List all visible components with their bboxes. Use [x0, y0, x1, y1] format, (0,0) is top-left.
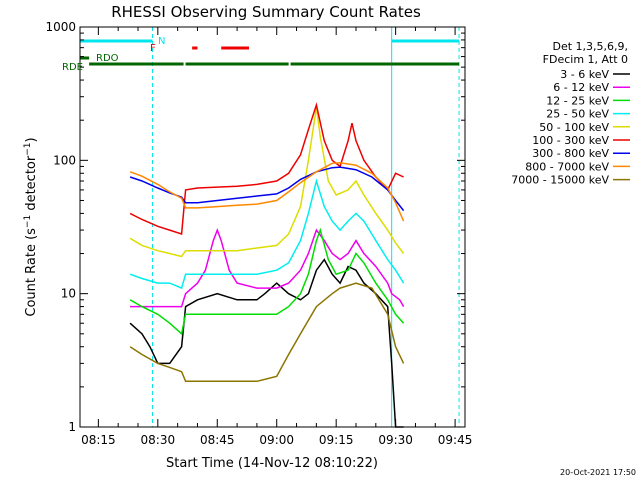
y-tick-label-1: 1	[68, 420, 76, 434]
series-line-2	[129, 227, 405, 336]
series-line-1	[130, 227, 405, 308]
n-label: N	[158, 36, 165, 47]
series-line-7	[129, 161, 405, 222]
series-lines	[129, 102, 405, 428]
y-axis-ticks: 1 10 100 1000	[45, 20, 465, 434]
legend-label-7: 800 - 7000 keV	[525, 160, 609, 173]
series-line-0	[129, 258, 404, 428]
legend-label-6: 300 - 800 keV	[532, 147, 609, 160]
series-line-4	[129, 107, 405, 258]
rde-label: RDE	[62, 62, 83, 73]
legend-label-5: 100 - 300 keV	[532, 134, 609, 147]
y-tick-label-1000: 1000	[45, 20, 76, 34]
series-line-3	[129, 178, 405, 290]
rdo-label: RDO	[96, 53, 119, 64]
legend-header-1: Det 1,3,5,6,9,	[552, 40, 628, 53]
legend-label-8: 7000 - 15000 keV	[511, 174, 609, 187]
timestamp: 20-Oct-2021 17:50	[560, 468, 636, 477]
x-axis-label: Start Time (14-Nov-12 08:10:22)	[166, 456, 378, 471]
x-tick-label-4: 09:15	[319, 433, 354, 447]
x-tick-label-0: 08:15	[81, 433, 116, 447]
y-axis-label: Count Rate (s−1 detector−1)	[23, 137, 39, 316]
x-tick-label-2: 08:45	[200, 433, 235, 447]
x-tick-label-5: 09:30	[378, 433, 413, 447]
annotation-bars	[80, 39, 460, 66]
legend-label-4: 50 - 100 keV	[539, 121, 609, 134]
chart-title: RHESSI Observing Summary Count Rates	[111, 3, 421, 21]
y-tick-label-10: 10	[61, 287, 76, 301]
plot-frame	[79, 26, 466, 428]
x-tick-label-6: 09:45	[438, 433, 473, 447]
legend-label-1: 6 - 12 keV	[553, 81, 609, 94]
x-axis-ticks: 08:15 08:30 08:45 09:00 09:15 09:30 09:45	[81, 27, 472, 447]
f-label: F	[150, 43, 156, 54]
series-line-5	[129, 102, 404, 236]
legend-label-3: 25 - 50 keV	[546, 108, 609, 121]
legend-label-0: 3 - 6 keV	[560, 68, 609, 81]
night-lines	[79, 27, 460, 427]
y-tick-label-100: 100	[53, 153, 76, 167]
series-line-8	[129, 282, 405, 383]
legend-label-2: 12 - 25 keV	[546, 94, 609, 107]
x-tick-label-3: 09:00	[259, 433, 294, 447]
series-line-6	[129, 166, 405, 212]
legend-header-2: FDecim 1, Att 0	[543, 53, 628, 66]
x-tick-label-1: 08:30	[141, 433, 176, 447]
